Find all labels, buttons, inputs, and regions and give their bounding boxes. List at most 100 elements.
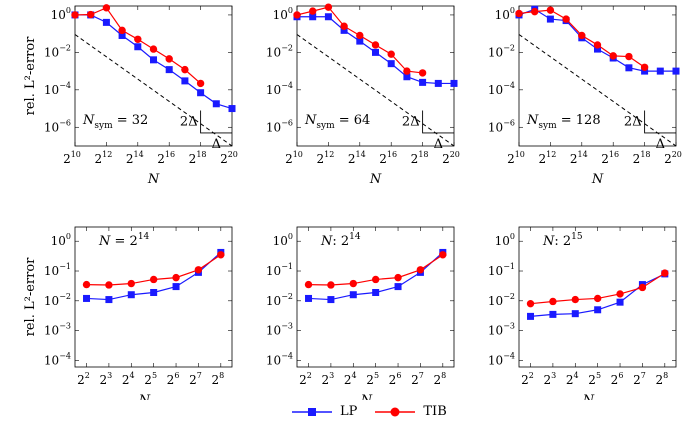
data-point-tib — [562, 15, 570, 23]
x-tick-label: 24 — [344, 371, 357, 387]
panel-annotation: Nsym = 64 — [304, 113, 370, 131]
data-point-lp — [102, 18, 110, 26]
data-point-lp — [309, 13, 317, 21]
data-point-tib — [439, 251, 447, 259]
data-point-tib — [616, 290, 624, 298]
y-tick-label: 10−1 — [44, 262, 71, 278]
data-point-tib — [165, 55, 173, 63]
panel-annotation: Nsym = 128 — [526, 113, 601, 131]
data-point-lp — [172, 283, 180, 291]
data-point-tib — [387, 50, 395, 58]
x-tick-label: 25 — [144, 371, 157, 387]
data-point-tib — [196, 79, 205, 88]
x-tick-label: 24 — [566, 371, 579, 387]
data-point-lp — [83, 294, 91, 302]
y-tick-label: 10−6 — [488, 118, 515, 134]
data-point-lp — [181, 77, 189, 85]
data-point-tib — [394, 273, 402, 282]
data-point-lp — [434, 79, 442, 87]
x-axis-label: Nsym — [582, 393, 613, 400]
data-point-tib — [371, 41, 380, 49]
data-point-lp — [150, 56, 157, 64]
x-tick-label: 25 — [588, 371, 601, 387]
slope-label-horizontal: Δ — [212, 137, 221, 152]
legend-label-lp: LP — [340, 404, 358, 419]
y-tick-label: 10−2 — [266, 292, 293, 308]
y-tick-label: 100 — [273, 6, 293, 22]
x-tick-label: 220 — [220, 150, 238, 166]
data-point-tib — [304, 280, 313, 289]
legend-item-lp: LP — [292, 404, 357, 419]
data-point-lp — [527, 312, 535, 320]
x-tick-label: 26 — [611, 371, 624, 387]
data-point-tib — [593, 294, 602, 303]
y-tick-label: 10−2 — [44, 292, 71, 308]
chart-panel-top-middle: 100 10−2 10−4 10−6 210 212 214 216 218 220 N 2Δ Δ Nsy… — [266, 3, 460, 187]
x-tick-label: 210 — [507, 150, 525, 166]
x-axis-label: N — [147, 172, 160, 187]
data-point-tib — [327, 281, 335, 289]
data-point-lp — [594, 45, 601, 53]
data-point-lp — [372, 48, 379, 56]
x-tick-label: 23 — [544, 371, 557, 387]
y-tick-label: 10−2 — [266, 43, 293, 59]
x-tick-label: 212 — [94, 150, 112, 166]
data-point-lp — [349, 291, 357, 299]
slope-label-horizontal: Δ — [434, 137, 443, 152]
plot-frame — [74, 5, 233, 147]
data-point-tib — [105, 281, 113, 289]
data-point-tib — [349, 279, 357, 288]
data-point-tib — [118, 26, 126, 35]
y-tick-label: 10−4 — [44, 351, 71, 367]
data-point-tib — [102, 4, 111, 12]
data-point-tib — [578, 31, 586, 40]
slope-label-vertical: 2Δ — [402, 115, 420, 130]
y-tick-label: 10−4 — [266, 81, 293, 97]
x-tick-label: 23 — [322, 371, 335, 387]
y-tick-label: 10−4 — [488, 81, 515, 97]
y-tick-label: 100 — [51, 6, 71, 22]
y-tick-label: 100 — [495, 232, 515, 248]
y-tick-label: 10−6 — [44, 118, 71, 134]
plot-frame — [518, 5, 677, 147]
y-tick-label: 100 — [273, 232, 293, 248]
data-point-lp — [594, 306, 602, 314]
data-point-tib — [181, 65, 189, 74]
data-point-lp — [197, 89, 205, 97]
data-point-lp — [324, 13, 332, 21]
data-point-tib — [403, 67, 411, 75]
data-point-tib — [609, 52, 617, 60]
data-point-lp — [641, 67, 649, 75]
data-point-lp — [150, 288, 158, 296]
legend-label-tib: TIB — [423, 404, 447, 419]
legend-swatch-tib — [375, 407, 416, 416]
data-point-lp — [616, 298, 624, 306]
data-point-tib — [515, 9, 523, 18]
data-point-tib — [293, 11, 301, 19]
data-point-tib — [593, 41, 602, 49]
data-point-tib — [134, 35, 142, 43]
slope-label-horizontal: Δ — [656, 137, 665, 152]
data-point-lp — [419, 78, 427, 86]
data-point-tib — [149, 275, 158, 284]
x-tick-label: 214 — [126, 150, 144, 166]
x-tick-label: 28 — [211, 371, 224, 387]
data-point-lp — [118, 31, 126, 39]
y-tick-label: 10−4 — [266, 351, 293, 367]
y-tick-label: 10−6 — [266, 118, 293, 134]
data-point-tib — [172, 273, 180, 282]
y-tick-label: 10−2 — [488, 292, 515, 308]
x-axis-label: N — [369, 172, 382, 187]
y-tick-label: 10−2 — [488, 43, 515, 59]
data-point-tib — [571, 295, 579, 304]
chart-panel-bottom-middle: 100 10−1 10−2 10−3 10−4 22 23 24 25 26 27 28 Nsym N: … — [266, 226, 455, 400]
data-point-lp — [625, 64, 633, 72]
x-tick-label: 26 — [167, 371, 180, 387]
data-point-tib — [356, 31, 364, 40]
y-tick-label: 10−3 — [266, 322, 293, 338]
data-point-lp — [356, 37, 364, 45]
x-tick-label: 28 — [655, 371, 668, 387]
data-point-lp — [546, 15, 554, 23]
y-tick-label: 10−4 — [488, 351, 515, 367]
